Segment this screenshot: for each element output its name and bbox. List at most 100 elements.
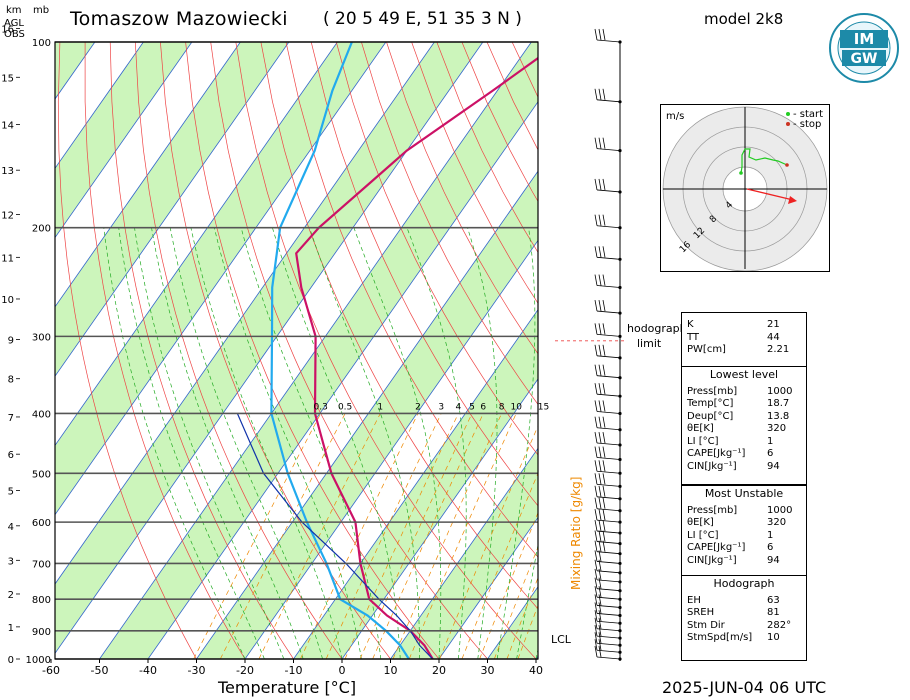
pressure-tick-label: 700 bbox=[32, 559, 51, 570]
index-key: Press[mb] bbox=[687, 385, 738, 397]
agl-unit: AGL bbox=[4, 18, 24, 29]
index-value: 81 bbox=[767, 607, 780, 618]
index-key: LI [°C] bbox=[687, 435, 719, 447]
pressure-tick-label: 600 bbox=[32, 518, 51, 529]
hodograph-panel: m/s - start - stop 4 8 12 16 bbox=[660, 104, 830, 272]
index-row: Press[mb] 1000 bbox=[682, 505, 806, 518]
hodograph-indices-title: Hodograph bbox=[713, 577, 775, 590]
height-tick-label: 14 bbox=[1, 121, 14, 132]
index-row: StmSpd[m/s] 10 bbox=[682, 632, 806, 645]
index-row: LI [°C] 1 bbox=[682, 530, 806, 543]
index-value: 6 bbox=[767, 542, 774, 553]
height-tick-label: 11 bbox=[1, 253, 14, 264]
index-row: TT 44 bbox=[682, 332, 806, 345]
temperature-tick-label: 20 bbox=[432, 664, 446, 677]
index-key: CIN[Jkg⁻¹] bbox=[687, 554, 737, 566]
height-tick-label: 7 bbox=[8, 413, 14, 424]
mixing-ratio-label: 0.3 bbox=[314, 402, 328, 412]
temperature-tick-label: 40 bbox=[529, 664, 543, 677]
pressure-tick-label: 300 bbox=[32, 332, 51, 343]
temperature-profile bbox=[295, 56, 538, 659]
hodo-ring-4: 4 bbox=[724, 200, 735, 211]
index-value: 44 bbox=[767, 331, 780, 343]
mixing-ratio-label: 0.5 bbox=[338, 402, 352, 412]
height-tick-label: 4 bbox=[8, 522, 14, 533]
hodo-ring-8: 8 bbox=[708, 214, 719, 225]
index-row: Press[mb] 1000 bbox=[682, 386, 806, 399]
index-key: SREH bbox=[687, 607, 715, 618]
index-row: Temp[°C] 18.7 bbox=[682, 398, 806, 411]
temperature-tick-label: -10 bbox=[285, 664, 303, 677]
index-value: 6 bbox=[767, 448, 774, 459]
pressure-tick-label: 100 bbox=[32, 38, 51, 49]
index-value: 13.8 bbox=[767, 410, 790, 422]
x-axis-title: Temperature [°C] bbox=[218, 678, 357, 697]
hodograph-limit-label: hodograph bbox=[627, 322, 687, 335]
index-value: 1000 bbox=[767, 504, 793, 516]
hodograph-unit: m/s bbox=[666, 111, 684, 122]
index-row: CIN[Jkg⁻¹] 94 bbox=[682, 461, 806, 474]
km-unit: km bbox=[6, 5, 22, 16]
index-value: 63 bbox=[767, 594, 780, 606]
date-label: 2025-JUN-04 06 UTC bbox=[662, 678, 827, 697]
index-key: Press[mb] bbox=[687, 504, 738, 516]
index-key: θE[K] bbox=[687, 423, 714, 434]
logo-text-top: IM bbox=[854, 30, 875, 48]
mb-unit: mb bbox=[33, 5, 50, 16]
index-key: TT bbox=[687, 331, 700, 343]
height-tick-label: 1 bbox=[8, 623, 14, 634]
index-key: EH bbox=[687, 594, 701, 606]
index-row: LI [°C] 1 bbox=[682, 436, 806, 449]
index-value: 1 bbox=[767, 435, 774, 447]
mixing-ratio-label: 3 bbox=[438, 402, 444, 412]
index-key: Temp[°C] bbox=[687, 398, 734, 409]
hodograph-limit-label-2: limit bbox=[637, 337, 662, 350]
mixing-ratio-label: 10 bbox=[510, 402, 522, 412]
mixing-ratio-axis-title: Mixing Ratio [g/kg] bbox=[569, 477, 583, 590]
pressure-tick-label: 1000 bbox=[26, 655, 51, 666]
hodograph-indices-panel: Hodograph EH 63 SREH 81 Stm Dir 282° StmSpd[m/… bbox=[681, 575, 807, 661]
most-unstable-title: Most Unstable bbox=[704, 487, 784, 500]
index-value: 1 bbox=[767, 529, 774, 541]
most-unstable-panel: Most Unstable Press[mb] 1000 θE[K] 320 LI [°… bbox=[681, 485, 807, 577]
pressure-tick-label: 500 bbox=[32, 469, 51, 480]
index-value: 21 bbox=[767, 319, 780, 330]
index-row: θE[K] 320 bbox=[682, 423, 806, 436]
obs-unit: OBS bbox=[4, 29, 25, 40]
height-tick-label: 6 bbox=[8, 450, 14, 461]
temperature-tick-label: 30 bbox=[481, 664, 495, 677]
index-row: K 21 bbox=[682, 319, 806, 332]
height-tick-label: 8 bbox=[8, 375, 14, 386]
height-tick-label: 16 bbox=[1, 24, 14, 35]
model-label: model 2k8 bbox=[704, 10, 784, 28]
height-tick-label: 15 bbox=[1, 73, 14, 84]
mixing-ratio-label: 4 bbox=[455, 402, 461, 412]
index-key: PW[cm] bbox=[687, 344, 726, 355]
hodograph-legend-start: - start bbox=[793, 109, 823, 120]
station-coords: ( 20 5 49 E, 51 35 3 N ) bbox=[323, 9, 522, 29]
index-value: 94 bbox=[767, 460, 780, 472]
index-key: LI [°C] bbox=[687, 529, 719, 541]
height-tick-label: 10 bbox=[1, 295, 14, 306]
height-tick-label: 13 bbox=[1, 166, 14, 177]
height-tick-label: 12 bbox=[1, 210, 14, 221]
index-value: 10 bbox=[767, 632, 780, 643]
mixing-ratio-label: 1 bbox=[377, 402, 383, 412]
index-row: CIN[Jkg⁻¹] 94 bbox=[682, 555, 806, 568]
stability-indices-panel: K 21 TT 44 PW[cm] 2.21 bbox=[681, 312, 807, 372]
temperature-tick-label: 10 bbox=[384, 664, 398, 677]
imgw-logo: IM GW bbox=[828, 12, 900, 84]
mixing-ratio-label: 8 bbox=[499, 402, 505, 412]
height-tick-label: 9 bbox=[8, 335, 14, 346]
index-row: SREH 81 bbox=[682, 607, 806, 620]
lowest-level-panel: Lowest level Press[mb] 1000 Temp[°C] 18.7 De… bbox=[681, 366, 807, 485]
index-key: θE[K] bbox=[687, 517, 714, 528]
index-value: 320 bbox=[767, 517, 787, 528]
index-value: 2.21 bbox=[767, 344, 790, 355]
temperature-tick-label: -50 bbox=[91, 664, 109, 677]
index-key: K bbox=[687, 319, 694, 330]
index-row: CAPE[Jkg⁻¹] 6 bbox=[682, 542, 806, 555]
station-title: Tomaszow Mazowiecki bbox=[70, 8, 288, 30]
pressure-tick-label: 200 bbox=[32, 224, 51, 235]
